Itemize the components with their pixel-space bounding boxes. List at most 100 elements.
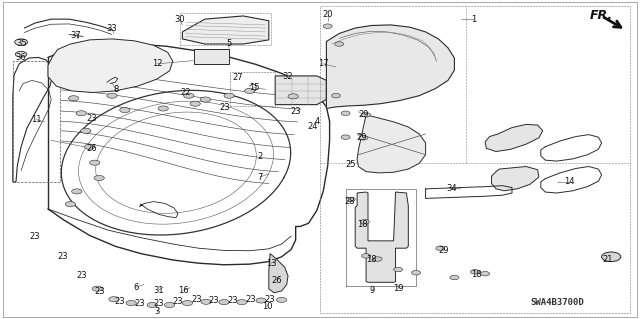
Text: 13: 13 (266, 259, 276, 268)
Circle shape (158, 106, 168, 111)
Circle shape (341, 111, 350, 115)
Circle shape (190, 101, 200, 106)
Polygon shape (194, 49, 229, 64)
Text: 2: 2 (257, 152, 262, 161)
Circle shape (109, 297, 119, 302)
Circle shape (332, 93, 340, 98)
Polygon shape (48, 39, 173, 93)
Text: 19: 19 (394, 284, 404, 293)
Circle shape (76, 111, 86, 116)
Circle shape (276, 297, 287, 302)
Circle shape (256, 298, 266, 303)
Text: 23: 23 (58, 252, 68, 261)
Circle shape (94, 175, 104, 181)
Text: 23: 23 (29, 232, 40, 241)
Circle shape (126, 300, 136, 306)
Circle shape (288, 94, 298, 99)
Text: 26: 26 (87, 144, 97, 153)
Circle shape (323, 24, 332, 28)
Text: 23: 23 (172, 297, 182, 306)
Circle shape (182, 300, 193, 306)
Text: 26: 26 (271, 276, 282, 285)
Circle shape (219, 300, 229, 305)
Circle shape (15, 39, 28, 45)
Circle shape (107, 93, 117, 98)
Text: 29: 29 (356, 133, 367, 142)
Text: 34: 34 (446, 184, 456, 193)
Text: 28: 28 (345, 197, 355, 206)
Circle shape (362, 254, 371, 258)
Circle shape (244, 88, 255, 93)
Text: 23: 23 (246, 295, 256, 304)
Text: 20: 20 (323, 10, 333, 19)
Text: 23: 23 (191, 295, 202, 304)
Text: SWA4B3700D: SWA4B3700D (530, 298, 584, 307)
Circle shape (481, 271, 490, 276)
Polygon shape (485, 124, 543, 152)
Polygon shape (269, 254, 288, 293)
Text: 23: 23 (154, 299, 164, 308)
Text: 16: 16 (179, 286, 189, 295)
Text: 22: 22 (180, 88, 191, 97)
Circle shape (72, 189, 82, 194)
Text: 12: 12 (152, 59, 163, 68)
Text: 25: 25 (346, 160, 356, 169)
Circle shape (81, 128, 91, 133)
Text: 23: 23 (227, 296, 237, 305)
Polygon shape (182, 16, 269, 44)
Circle shape (412, 271, 420, 275)
Circle shape (335, 42, 344, 46)
Circle shape (602, 252, 621, 262)
Circle shape (90, 160, 100, 165)
Text: 29: 29 (438, 246, 449, 255)
Circle shape (200, 97, 211, 102)
Polygon shape (326, 25, 454, 108)
Text: 24: 24 (307, 122, 317, 130)
Circle shape (65, 202, 76, 207)
Circle shape (360, 219, 369, 224)
Text: 15: 15 (249, 83, 259, 92)
Text: 10: 10 (262, 302, 272, 311)
Polygon shape (357, 115, 426, 173)
Text: 23: 23 (115, 297, 125, 306)
Text: 1: 1 (471, 15, 476, 24)
Text: 14: 14 (564, 177, 575, 186)
Circle shape (92, 286, 102, 291)
Circle shape (373, 257, 382, 261)
Text: 23: 23 (95, 287, 105, 296)
Text: 11: 11 (31, 115, 42, 124)
Text: 31: 31 (154, 286, 164, 295)
Polygon shape (275, 76, 326, 105)
Text: 27: 27 (232, 73, 243, 82)
Circle shape (394, 267, 403, 272)
Text: 23: 23 (209, 296, 219, 305)
Text: 23: 23 (134, 299, 145, 308)
Text: 33: 33 (107, 24, 117, 33)
Circle shape (68, 96, 79, 101)
Text: 21: 21 (603, 256, 613, 264)
Text: 32: 32 (282, 72, 292, 81)
Text: 7: 7 (257, 173, 262, 182)
Text: 18: 18 (357, 220, 367, 229)
Text: 29: 29 (358, 110, 369, 119)
Polygon shape (355, 192, 408, 282)
Circle shape (359, 136, 368, 140)
Text: 9: 9 (370, 286, 375, 295)
Circle shape (184, 93, 194, 98)
Text: 6: 6 (134, 283, 139, 292)
Circle shape (436, 246, 445, 250)
Text: 23: 23 (220, 103, 230, 112)
Text: 18: 18 (366, 256, 376, 264)
Circle shape (164, 302, 175, 308)
Text: 37: 37 (71, 31, 81, 40)
Circle shape (346, 197, 355, 202)
Circle shape (120, 108, 130, 113)
Text: 18: 18 (472, 270, 482, 279)
Circle shape (237, 300, 247, 305)
Text: 23: 23 (76, 271, 86, 280)
Text: 3: 3 (155, 308, 160, 316)
Text: 17: 17 (318, 59, 328, 68)
Text: 5: 5 (227, 39, 232, 48)
Circle shape (15, 51, 27, 57)
Text: 30: 30 (175, 15, 185, 24)
